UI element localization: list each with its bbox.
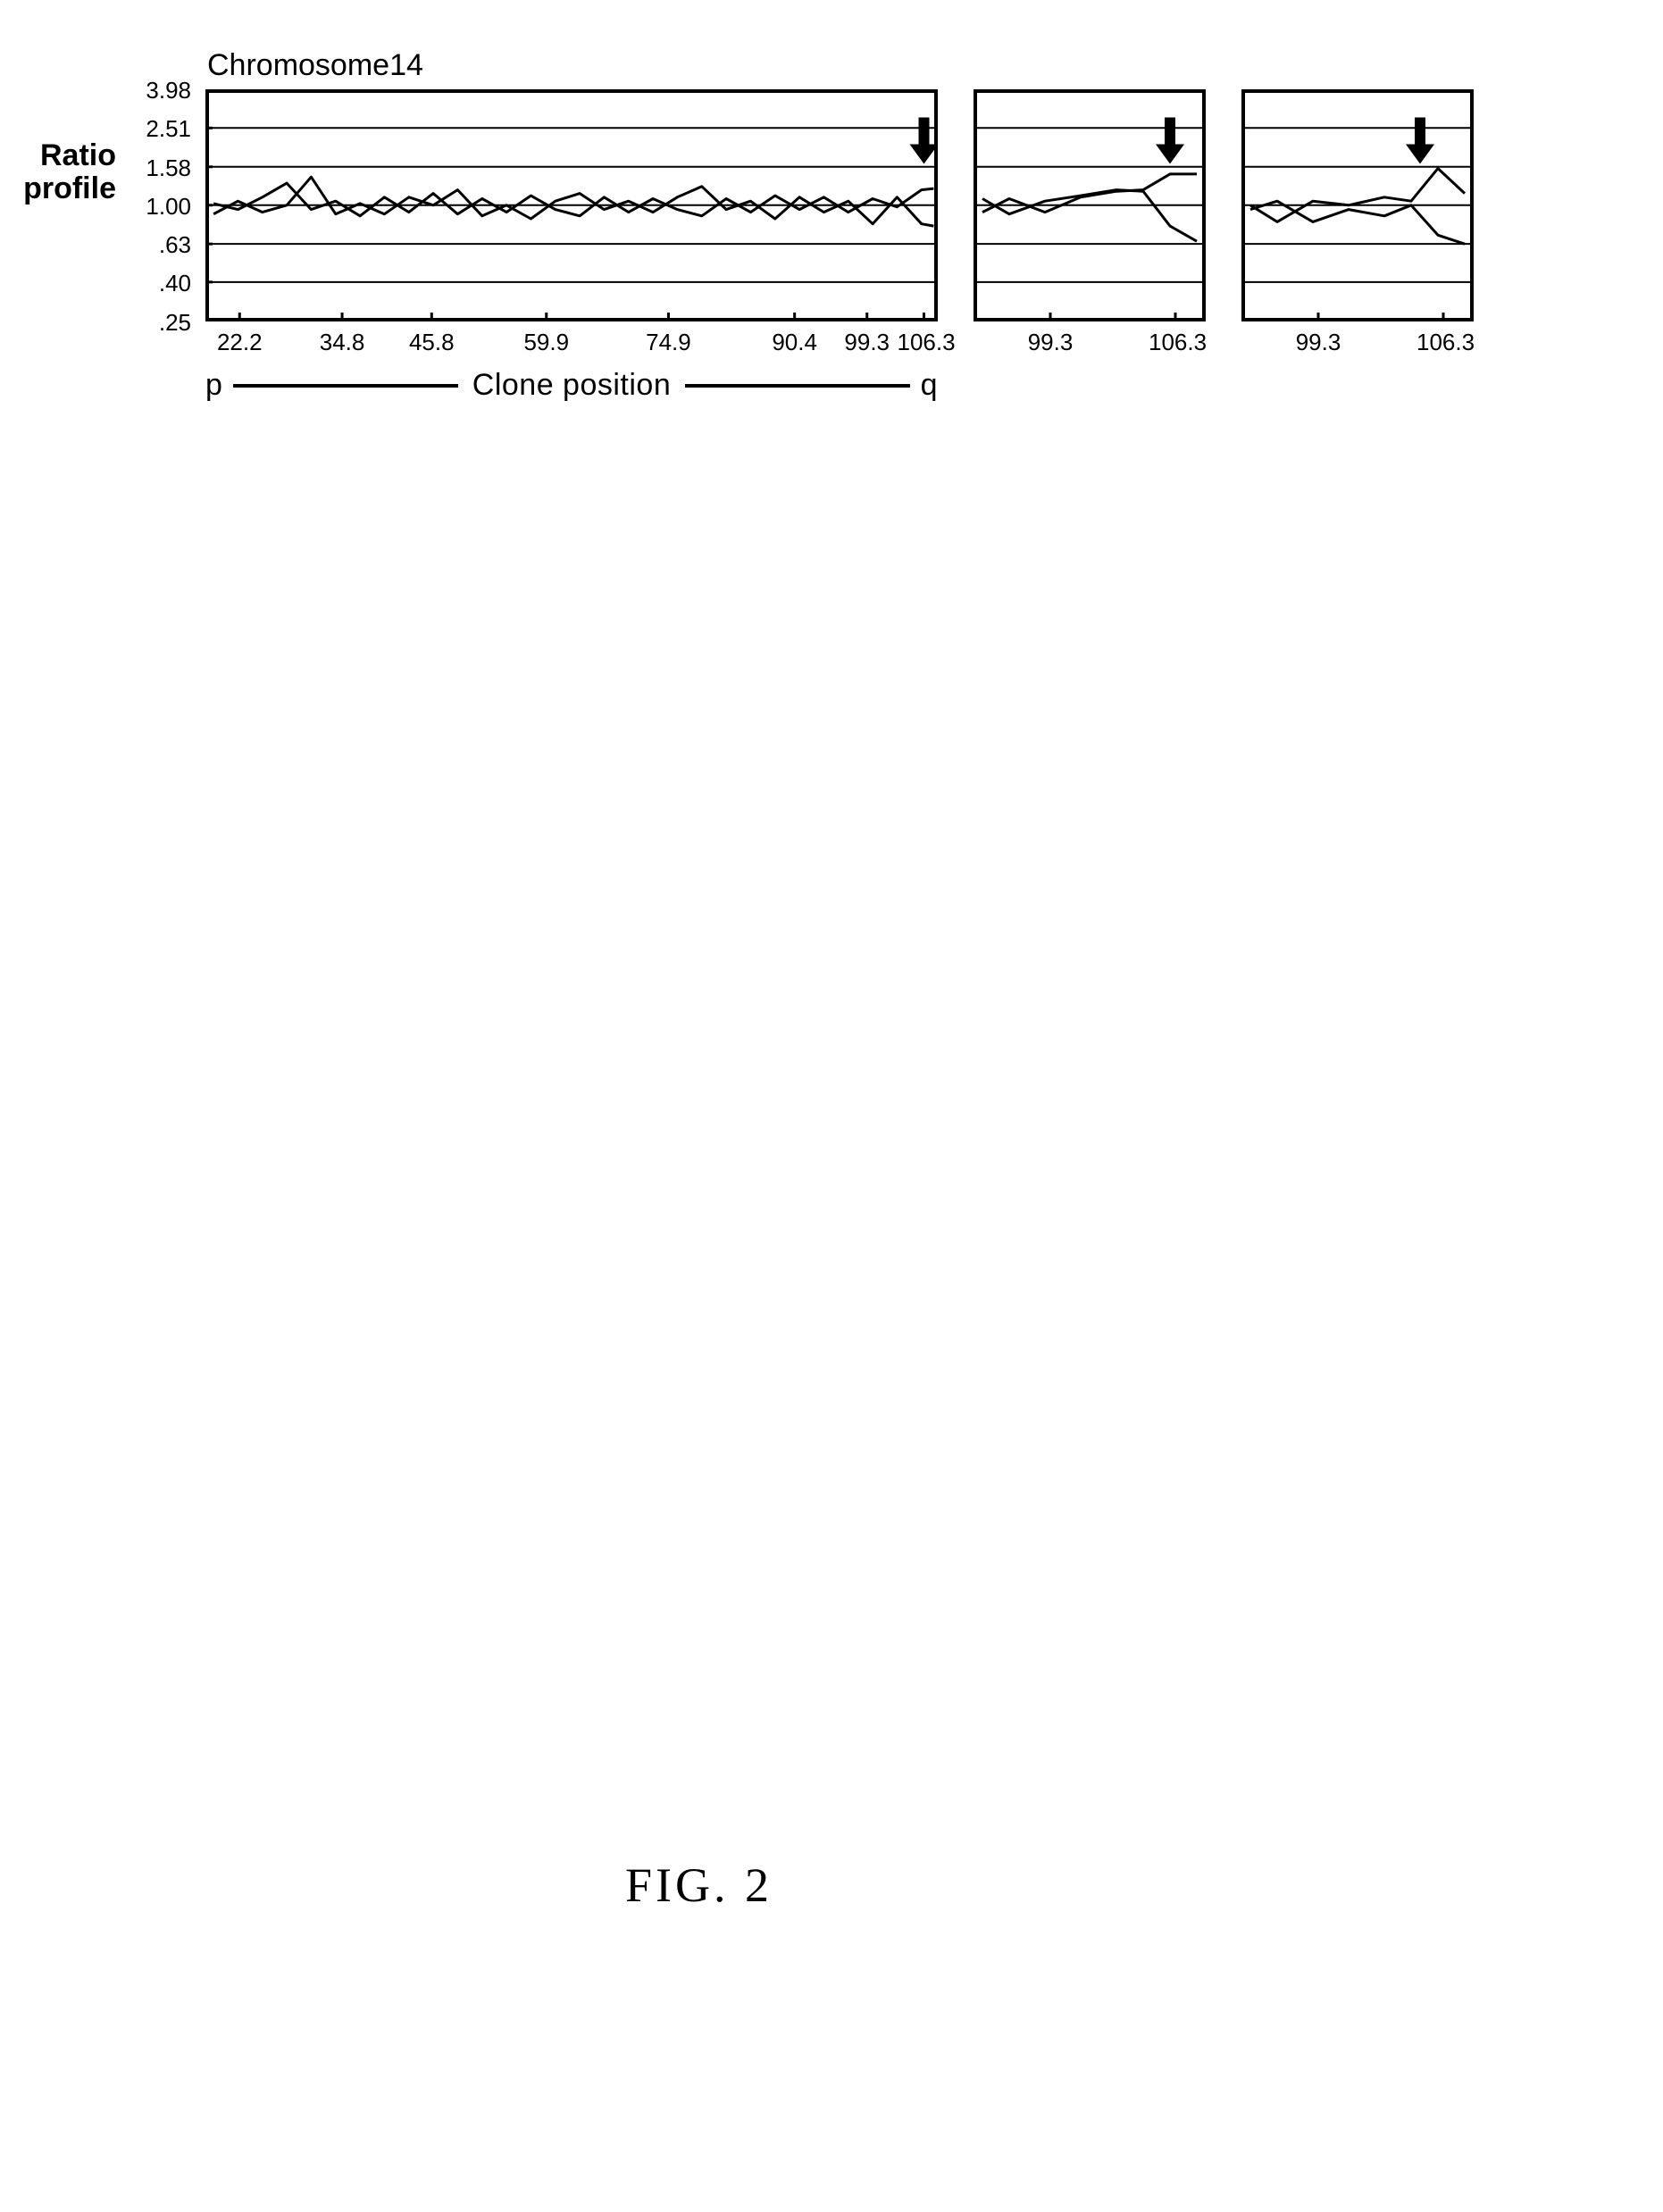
page: Chromosome14 Ratio profile .25 .40 .63 1.00…	[0, 0, 1663, 2212]
chart-svg	[205, 89, 938, 321]
y-tick-label: .63	[120, 231, 191, 259]
y-axis-label: Ratio profile	[9, 139, 116, 206]
data-series-line	[213, 177, 933, 226]
x-tick-label: 99.3	[1024, 329, 1077, 356]
chart-svg	[1241, 89, 1474, 321]
data-series-line	[1250, 201, 1465, 244]
x-tick-label: 34.8	[315, 329, 369, 356]
y-tick-label: 1.58	[120, 154, 191, 182]
x-tick-label: 74.9	[641, 329, 695, 356]
x-tick-label: 106.3	[1149, 329, 1202, 356]
down-arrow-icon	[1406, 118, 1434, 164]
down-arrow-icon	[910, 118, 938, 164]
y-tick-label: .25	[120, 309, 191, 337]
x-tick-label: 22.2	[213, 329, 266, 356]
down-arrow-icon	[1156, 118, 1184, 164]
x-tick-label: 106.3	[1416, 329, 1470, 356]
axis-bar-left	[233, 384, 457, 388]
data-series-line	[1250, 169, 1465, 222]
chart-panel: 99.3106.3	[974, 89, 1206, 352]
y-tick-label: 2.51	[120, 115, 191, 143]
x-tick-labels: 22.234.845.859.974.990.499.3106.3	[205, 321, 938, 352]
x-tick-label: 99.3	[1291, 329, 1345, 356]
x-tick-label: 59.9	[520, 329, 573, 356]
figure-caption: FIG. 2	[625, 1857, 773, 1913]
q-arm-label: q	[921, 368, 938, 403]
chart-panel: 99.3106.3	[1241, 89, 1474, 352]
x-tick-label: 99.3	[840, 329, 894, 356]
x-axis-label: Clone position	[472, 368, 671, 403]
x-tick-labels: 99.3106.3	[974, 321, 1206, 352]
y-tick-label: 3.98	[120, 77, 191, 104]
chart-svg	[974, 89, 1206, 321]
x-tick-label: 45.8	[405, 329, 458, 356]
p-arm-label: p	[205, 368, 222, 403]
x-axis-label-row: p Clone position q	[205, 368, 938, 403]
y-tick-label: 1.00	[120, 193, 191, 221]
data-series-line	[982, 190, 1197, 242]
y-tick-labels: .25.40.631.001.582.513.98	[116, 89, 196, 321]
x-tick-label: 106.3	[898, 329, 951, 356]
x-tick-labels: 99.3106.3	[1241, 321, 1474, 352]
y-tick-label: .40	[120, 270, 191, 297]
chart-title: Chromosome14	[207, 48, 423, 83]
chart-panels-row: 22.234.845.859.974.990.499.3106.3 99.3106…	[205, 89, 1509, 352]
chart-panel: 22.234.845.859.974.990.499.3106.3	[205, 89, 938, 352]
ylabel-line1: Ratio	[40, 138, 116, 172]
x-tick-label: 90.4	[768, 329, 822, 356]
ylabel-line2: profile	[23, 171, 116, 205]
axis-bar-right	[685, 384, 909, 388]
